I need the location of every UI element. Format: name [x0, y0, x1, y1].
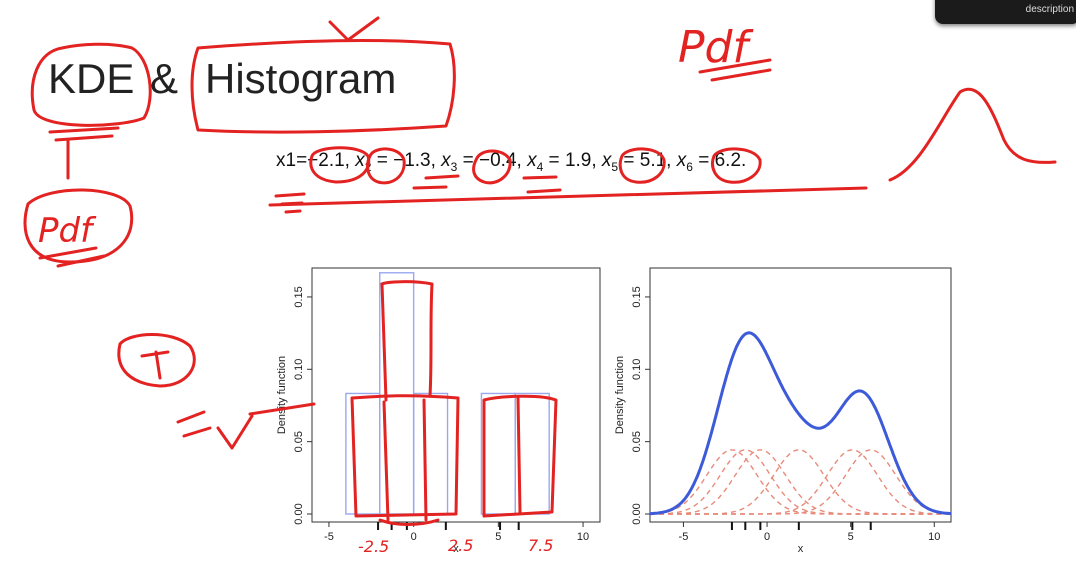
x-tick-label: 0	[764, 531, 770, 543]
equation-term: x4 = 1.9,	[527, 150, 602, 174]
hist-box-dividers	[382, 398, 428, 522]
pdf-left-underline	[38, 246, 106, 268]
y-axis-label: Density function	[614, 356, 626, 434]
circle-x2	[366, 147, 406, 185]
pdf-left-note: Pdf	[38, 211, 97, 251]
kde-chart: -5 0 5 10 0.00 0.05 0.10 0.15 x Density function	[614, 267, 952, 555]
corner-tag-label: description	[1025, 4, 1074, 15]
y-tick-label: 0.15	[293, 286, 305, 307]
y-tick-label: 0.10	[631, 359, 643, 380]
tick-note: 2.5	[448, 536, 473, 555]
hist-box-right	[482, 394, 558, 518]
face-circle	[117, 333, 196, 388]
kde-circle	[30, 42, 152, 127]
sample-equation: x1=−2.1, x2 = −1.3, x3 = −0.4, x4 = 1.9,…	[276, 150, 746, 174]
plot-frame	[311, 267, 601, 523]
x-tick-label: 5	[848, 531, 854, 543]
plot-frame	[649, 267, 952, 523]
y-axis-label: Density function	[276, 356, 288, 434]
circle-x4	[618, 147, 666, 184]
tick-note: 7.5	[528, 536, 553, 555]
y-tick-label: 0.05	[293, 431, 305, 452]
hist-bracket	[378, 518, 440, 526]
equation-term: −2.1,	[307, 150, 356, 171]
circle-x1	[309, 146, 371, 184]
equation-underline	[268, 186, 868, 207]
x-tick-label: 10	[928, 531, 940, 543]
equals-mark	[176, 410, 212, 438]
y-tick-label: 0.05	[631, 431, 643, 452]
histogram-bar	[412, 392, 449, 515]
kernel-curve	[650, 449, 951, 515]
x-axis-label: x	[798, 543, 804, 555]
title-kde: KDE	[48, 55, 135, 102]
hist-box-tall-left	[380, 282, 388, 402]
title-histogram: Histogram	[205, 55, 397, 102]
histogram-chart: -5 0 5 10 0.00 0.05 0.10 0.15 x Density function	[276, 267, 601, 555]
face-mark	[140, 350, 170, 380]
hist-box-right-divider	[516, 396, 522, 514]
value-underlines	[412, 174, 562, 194]
y-tick-label: 0.15	[631, 286, 643, 307]
kde-underline	[48, 126, 120, 142]
tick-note: -2.5	[358, 537, 389, 556]
y-tick-label: 0.10	[293, 359, 305, 380]
x-tick-label: -5	[679, 531, 689, 543]
short-underlines	[274, 192, 306, 214]
x-tick-label: 0	[411, 531, 417, 543]
corner-tag: description	[935, 0, 1076, 24]
histogram-bar	[480, 392, 516, 515]
pdf-circle-left	[23, 188, 134, 264]
x-tick-label: 10	[577, 531, 589, 543]
histogram-box	[190, 39, 456, 134]
equation-prefix: x1=	[276, 150, 308, 171]
y-tick-label: 0.00	[293, 503, 305, 524]
hist-box-left	[350, 394, 460, 518]
hist-box-tall	[380, 280, 434, 398]
circle-x5	[711, 147, 762, 184]
bell-curve	[888, 88, 1057, 182]
y-tick-label: 0.00	[631, 503, 643, 524]
check-left	[216, 414, 254, 450]
equation-term: x6 = 6.2.	[676, 150, 747, 174]
check-mark	[328, 16, 380, 42]
handwritten-annotations: Pdf Pdf -2.5 2.5 7.5	[23, 16, 1057, 556]
pointer-line	[248, 402, 316, 416]
title-ampersand: &	[150, 55, 179, 102]
kde-curve	[650, 331, 952, 516]
x-axis-label: x	[453, 543, 459, 555]
pdf-top-note: Pdf	[678, 22, 754, 73]
circle-x3	[472, 149, 512, 185]
x-tick-label: 5	[495, 531, 501, 543]
pdf-top-underline	[698, 58, 772, 82]
x-tick-label: -5	[324, 531, 334, 543]
